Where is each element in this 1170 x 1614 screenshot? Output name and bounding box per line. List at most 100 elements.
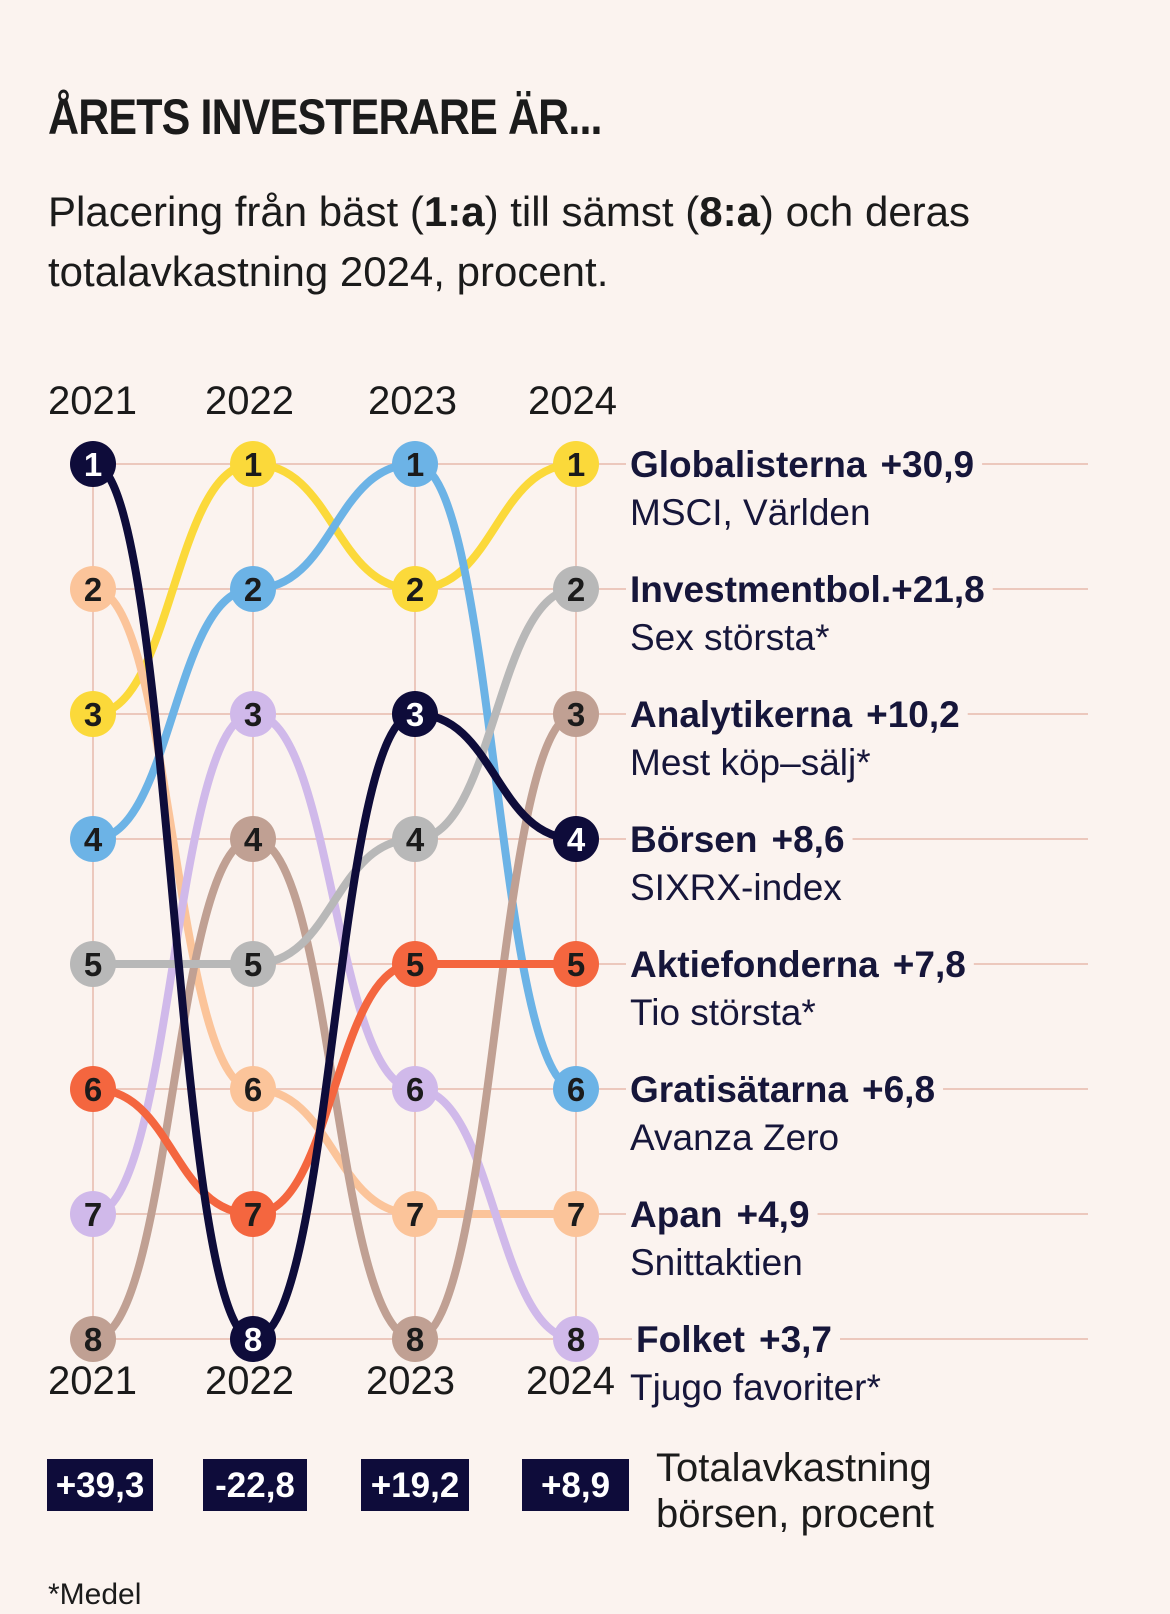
rank-node-8-2023: 3 [392, 691, 438, 737]
svg-text:1: 1 [406, 446, 424, 483]
label-name: Gratisätarna +6,8 [630, 1069, 935, 1110]
svg-text:8: 8 [84, 1321, 102, 1358]
rank-node-7-2022: 7 [230, 1191, 276, 1237]
subtitle-text-3: ) och deras totalavkastning 2024, procen… [48, 188, 971, 295]
svg-text:4: 4 [567, 821, 586, 858]
subtitle-best: 1:a [423, 188, 485, 235]
rank-node-6-2022: 5 [230, 941, 276, 987]
svg-text:7: 7 [84, 1196, 102, 1233]
market-return-legend-line2: börsen, procent [656, 1492, 934, 1536]
svg-text:2: 2 [406, 571, 424, 608]
label-sub: SIXRX-index [630, 867, 842, 908]
rank-node-4-2022: 3 [230, 691, 276, 737]
series-line-6 [89, 585, 580, 969]
label-rank-2: Investmentbol.+21,8 Sex största* [626, 569, 993, 658]
top-year-labels: 2021 2022 2023 2024 [48, 379, 617, 423]
svg-text:6: 6 [84, 1071, 102, 1108]
label-sub: MSCI, Världen [630, 492, 871, 533]
rank-node-7-2021: 6 [70, 1066, 116, 1112]
rank-node-5-2023: 8 [392, 1316, 438, 1362]
svg-text:4: 4 [244, 821, 263, 858]
rank-node-6-2023: 4 [392, 816, 438, 862]
year-label-top-2023: 2023 [368, 379, 457, 423]
series-lines [89, 459, 580, 1344]
svg-text:8: 8 [567, 1321, 585, 1358]
subtitle-worst: 8:a [699, 188, 760, 235]
rank-node-1-2022: 1 [230, 441, 276, 487]
svg-text:3: 3 [244, 696, 262, 733]
label-sub: Sex största* [630, 617, 829, 658]
svg-text:6: 6 [244, 1071, 262, 1108]
rank-node-7-2023: 5 [392, 941, 438, 987]
rank-node-3-2022: 6 [230, 1066, 276, 1112]
year-label-top-2021: 2021 [48, 379, 137, 423]
label-rank-8: Folket +3,7 Tjugo favoriter* [630, 1319, 881, 1408]
series-line-8 [89, 460, 580, 1344]
label-rank-3: Analytikerna +10,2 Mest köp–sälj* [626, 694, 968, 783]
year-label-top-2024: 2024 [528, 379, 617, 423]
label-rank-4: Börsen +8,6 SIXRX-index [626, 819, 853, 908]
market-return-box-2024: +8,9 [522, 1459, 629, 1511]
year-label-bottom-2023: 2023 [366, 1359, 455, 1403]
rank-node-2-2023: 1 [392, 441, 438, 487]
rank-node-1-2021: 3 [70, 691, 116, 737]
label-name: Analytikerna +10,2 [630, 694, 960, 735]
svg-text:8: 8 [406, 1321, 424, 1358]
rank-node-2-2024: 6 [553, 1066, 599, 1112]
rank-node-6-2021: 5 [70, 941, 116, 987]
svg-text:5: 5 [567, 946, 585, 983]
subtitle-text-2: ) till sämst ( [484, 188, 700, 235]
svg-text:3: 3 [567, 696, 585, 733]
rank-node-4-2024: 8 [553, 1316, 599, 1362]
footnote: *Medel [48, 1578, 141, 1611]
svg-text:2: 2 [84, 571, 102, 608]
rank-node-4-2021: 7 [70, 1191, 116, 1237]
svg-text:1: 1 [567, 446, 585, 483]
year-label-bottom-2022: 2022 [205, 1359, 294, 1403]
rank-node-8-2022: 8 [230, 1316, 276, 1362]
svg-text:5: 5 [84, 946, 102, 983]
series-line-4 [89, 709, 580, 1343]
rank-node-5-2022: 4 [230, 816, 276, 862]
label-name: Aktiefonderna +7,8 [630, 944, 966, 985]
label-sub: Avanza Zero [630, 1117, 839, 1158]
series-line-1 [89, 459, 580, 718]
svg-text:+8,9: +8,9 [541, 1466, 610, 1505]
rank-node-8-2021: 1 [70, 441, 116, 487]
rank-nodes: 3 1 2 1 4 2 1 6 2 6 7 7 7 3 6 8 8 4 8 3 5 5 4 2 6 7 5 5 1 8 3 4 [70, 441, 599, 1362]
svg-text:4: 4 [406, 821, 425, 858]
rank-node-5-2024: 3 [553, 691, 599, 737]
svg-text:6: 6 [406, 1071, 424, 1108]
series-line-2 [89, 459, 580, 1093]
rank-node-6-2024: 2 [553, 566, 599, 612]
rank-node-5-2021: 8 [70, 1316, 116, 1362]
svg-text:7: 7 [244, 1196, 262, 1233]
market-return-box-2021: +39,3 [47, 1459, 153, 1511]
svg-text:-22,8: -22,8 [215, 1466, 295, 1505]
label-sub: Snittaktien [630, 1242, 803, 1283]
market-return-legend-line1: Totalavkastning [656, 1446, 932, 1490]
svg-text:1: 1 [244, 446, 262, 483]
svg-text:1: 1 [84, 446, 102, 483]
label-name: Investmentbol.+21,8 [630, 569, 985, 610]
right-labels: Globalisterna +30,9 MSCI, Världen Investmen… [626, 444, 993, 1408]
year-label-bottom-2024: 2024 [526, 1359, 615, 1403]
rank-node-3-2021: 2 [70, 566, 116, 612]
svg-text:6: 6 [567, 1071, 585, 1108]
label-rank-1: Globalisterna +30,9 MSCI, Världen [626, 444, 983, 533]
chart-title: ÅRETS INVESTERARE ÄR... [48, 89, 602, 145]
rank-node-3-2023: 7 [392, 1191, 438, 1237]
subtitle-text-1: Placering från bäst ( [48, 188, 424, 235]
market-return-box-2023: +19,2 [361, 1459, 469, 1511]
label-rank-7: Apan +4,9 Snittaktien [626, 1194, 818, 1283]
label-sub: Mest köp–sälj* [630, 742, 871, 783]
label-rank-5: Aktiefonderna +7,8 Tio största* [626, 944, 974, 1033]
rank-node-2-2021: 4 [70, 816, 116, 862]
svg-text:3: 3 [84, 696, 102, 733]
label-name: Börsen +8,6 [630, 819, 845, 860]
svg-text:7: 7 [406, 1196, 424, 1233]
svg-text:8: 8 [244, 1321, 262, 1358]
rank-node-8-2024: 4 [553, 816, 599, 862]
label-sub: Tjugo favoriter* [630, 1367, 881, 1408]
svg-text:2: 2 [567, 571, 585, 608]
